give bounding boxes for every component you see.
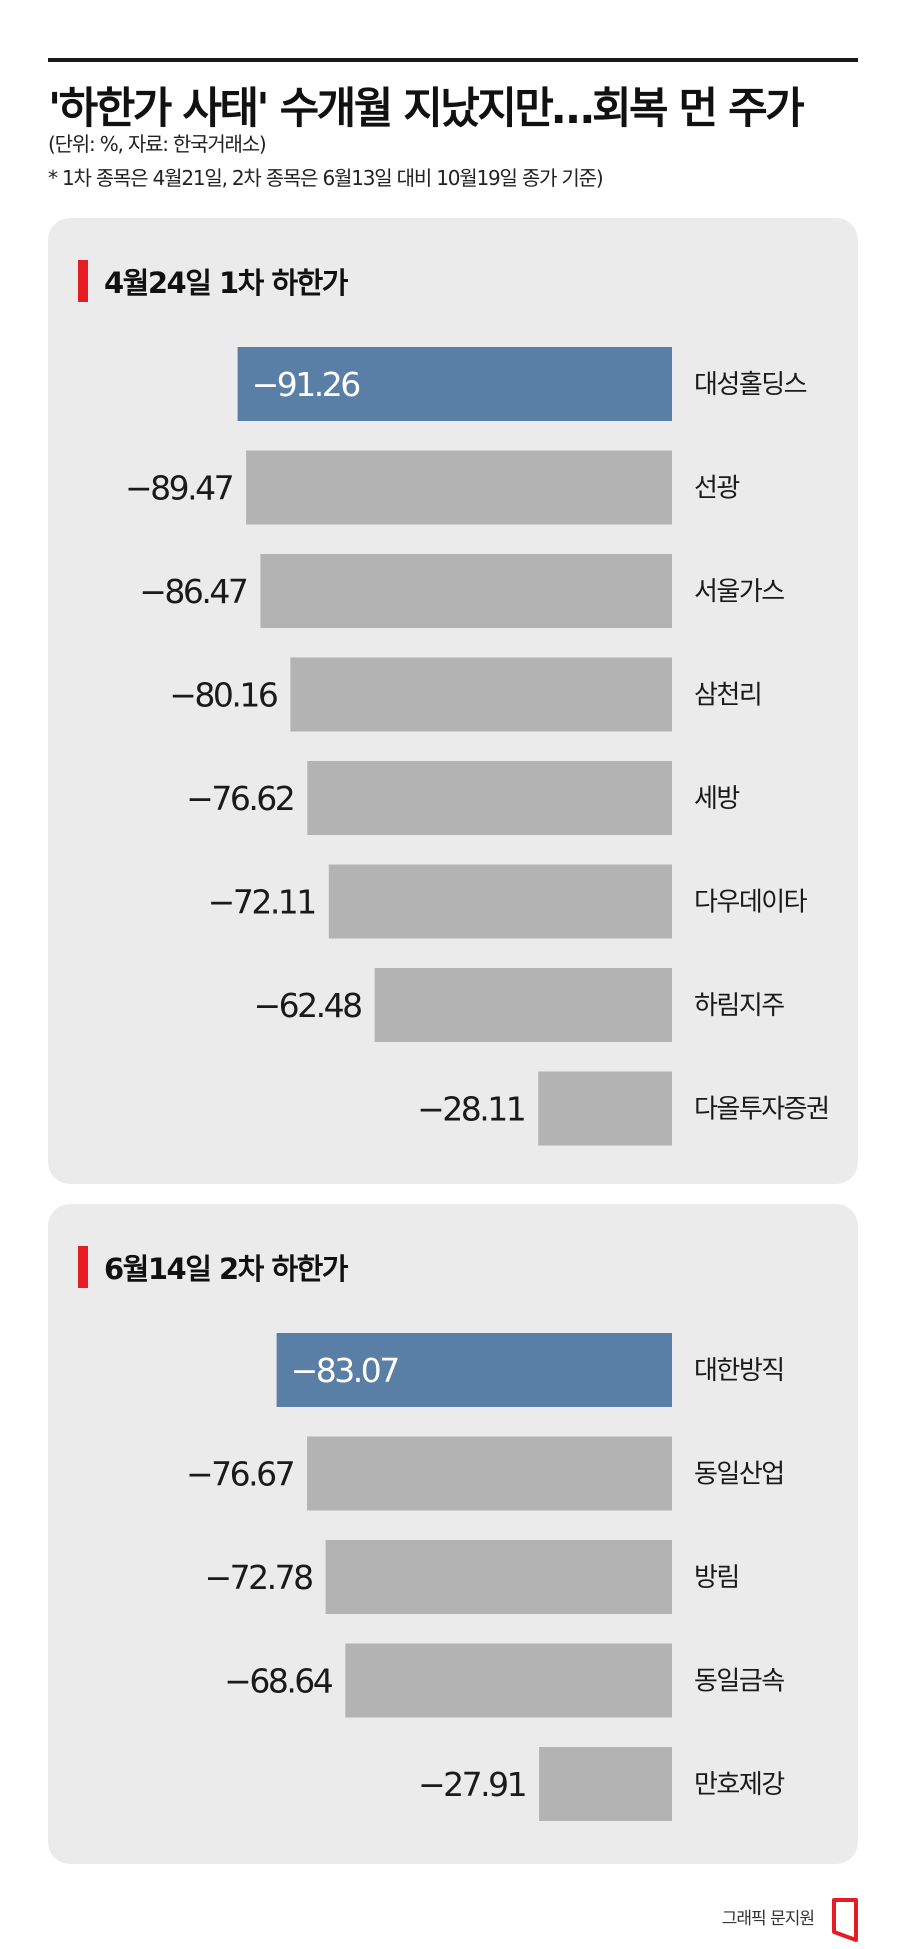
category-label: 동일금속 xyxy=(694,1667,784,1697)
category-label: 대한방직 xyxy=(694,1356,784,1386)
bar-value-label: −62.48 xyxy=(253,986,361,1025)
bar-value-label: −86.47 xyxy=(139,572,247,611)
bar-하림지주 xyxy=(374,968,672,1042)
category-label: 동일산업 xyxy=(694,1460,784,1490)
panel-title: 4월24일 1차 하한가 xyxy=(104,266,349,300)
bar-다우데이타 xyxy=(328,864,672,939)
second-limit-down-bar-chart: −83.07 대한방직 −76.67 동일산업 −72.78 방림 −68.64 동일금속 −2… xyxy=(186,1333,786,1821)
category-label: 하림지주 xyxy=(694,991,784,1021)
category-label: 방림 xyxy=(694,1563,739,1593)
panel-marker xyxy=(78,260,88,302)
bar-value-label: −76.62 xyxy=(186,779,293,818)
bar-value-label: −72.11 xyxy=(208,883,315,922)
bar-서울가스 xyxy=(260,554,672,628)
bar-만호제강 xyxy=(539,1747,672,1821)
category-label: 만호제강 xyxy=(694,1770,784,1800)
bar-동일금속 xyxy=(345,1643,672,1718)
bar-value-label: −28.11 xyxy=(417,1090,524,1129)
bar-value-label: −83.07 xyxy=(291,1351,399,1390)
category-label: 선광 xyxy=(694,474,739,504)
bar-value-label: −89.47 xyxy=(125,469,233,508)
bar-선광 xyxy=(246,450,672,525)
graphic-credit: 그래픽 문지원 xyxy=(721,1909,815,1929)
bar-value-label: −80.16 xyxy=(169,676,277,715)
basis-note: * 1차 종목은 4월21일, 2차 종목은 6월13일 대비 10월19일 종… xyxy=(48,166,604,190)
bar-value-label: −68.64 xyxy=(224,1662,333,1701)
unit-note: (단위: %, 자료: 한국거래소) xyxy=(48,132,267,156)
panel-marker xyxy=(78,1246,88,1288)
category-label: 다우데이타 xyxy=(694,888,808,918)
bar-value-label: −76.67 xyxy=(186,1455,294,1494)
bar-value-label: −27.91 xyxy=(418,1765,525,1804)
bar-방림 xyxy=(325,1540,672,1614)
bar-대성홀딩스 xyxy=(237,347,672,421)
category-label: 대성홀딩스 xyxy=(694,370,807,400)
panel-header: 4월24일 1차 하한가 xyxy=(78,260,349,302)
category-label: 서울가스 xyxy=(694,577,784,607)
first-limit-down-bar-chart: −91.26 대성홀딩스 −89.47 선광 −86.47 서울가스 −80.16 삼천리 −7… xyxy=(125,347,830,1146)
second-limit-down-panel: 6월14일 2차 하한가 −83.07 대한방직 −76.67 동일산업 −72.78 방… xyxy=(48,1204,858,1864)
bar-대한방직 xyxy=(276,1333,672,1407)
bar-다올투자증권 xyxy=(538,1071,672,1146)
category-label: 세방 xyxy=(694,784,739,814)
top-rule xyxy=(48,58,858,62)
category-label: 삼천리 xyxy=(694,681,761,711)
bar-value-label: −91.26 xyxy=(252,365,360,404)
bar-세방 xyxy=(307,761,672,835)
first-limit-down-panel: 4월24일 1차 하한가 −91.26 대성홀딩스 −89.47 선광 −86.47 서울… xyxy=(48,218,858,1184)
panel-header: 6월14일 2차 하한가 xyxy=(78,1246,349,1288)
chart-title: '하한가 사태' 수개월 지났지만…회복 먼 주가 xyxy=(48,84,805,134)
category-label: 다올투자증권 xyxy=(694,1095,829,1125)
panel-title: 6월14일 2차 하한가 xyxy=(104,1252,349,1286)
publisher-logo-icon xyxy=(832,1898,858,1942)
bar-동일산업 xyxy=(307,1436,672,1511)
bar-삼천리 xyxy=(290,657,672,732)
bar-value-label: −72.78 xyxy=(204,1558,312,1597)
